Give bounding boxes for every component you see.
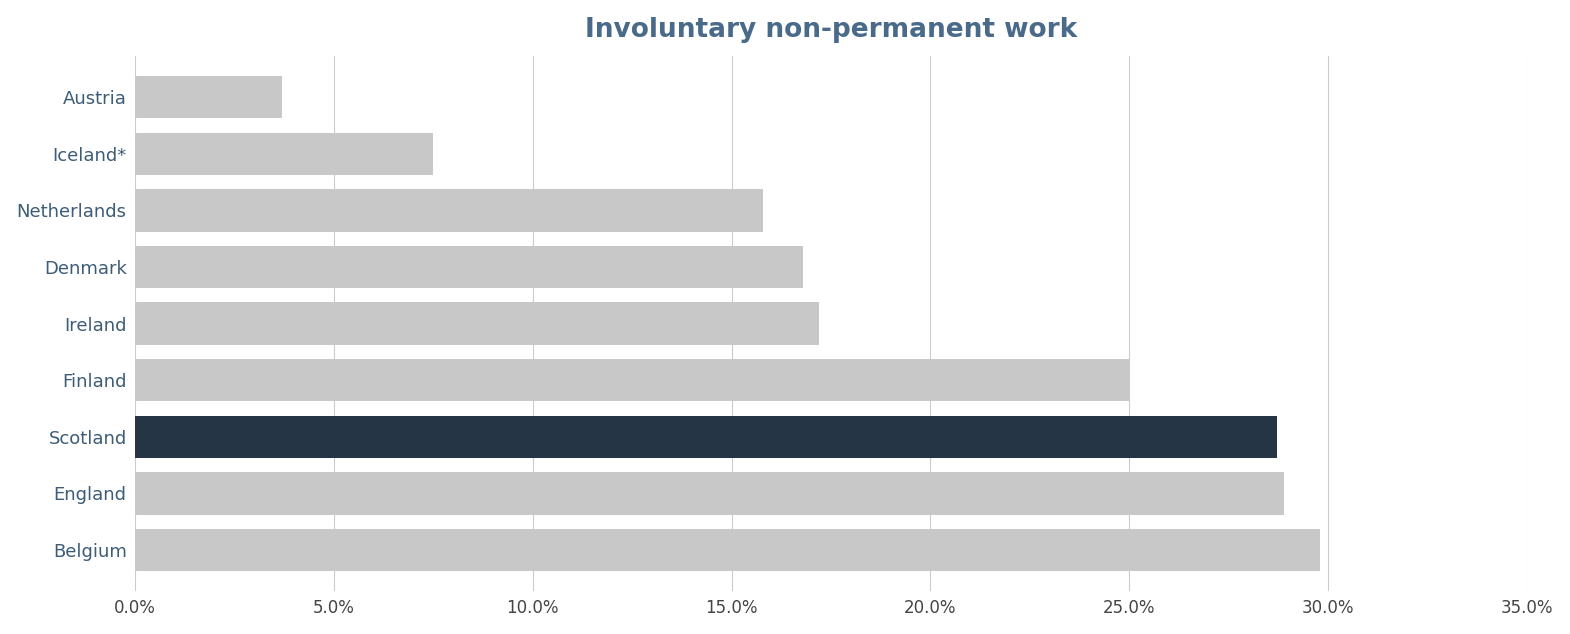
Bar (135, 415, 1276, 458)
Bar (135, 76, 283, 119)
Bar (135, 246, 804, 288)
Bar (135, 189, 763, 231)
Title: Involuntary non-permanent work: Involuntary non-permanent work (586, 16, 1077, 42)
Bar (135, 302, 820, 345)
Bar (135, 359, 1129, 401)
Bar (135, 529, 1320, 571)
Bar (135, 133, 433, 175)
Bar (135, 472, 1284, 515)
